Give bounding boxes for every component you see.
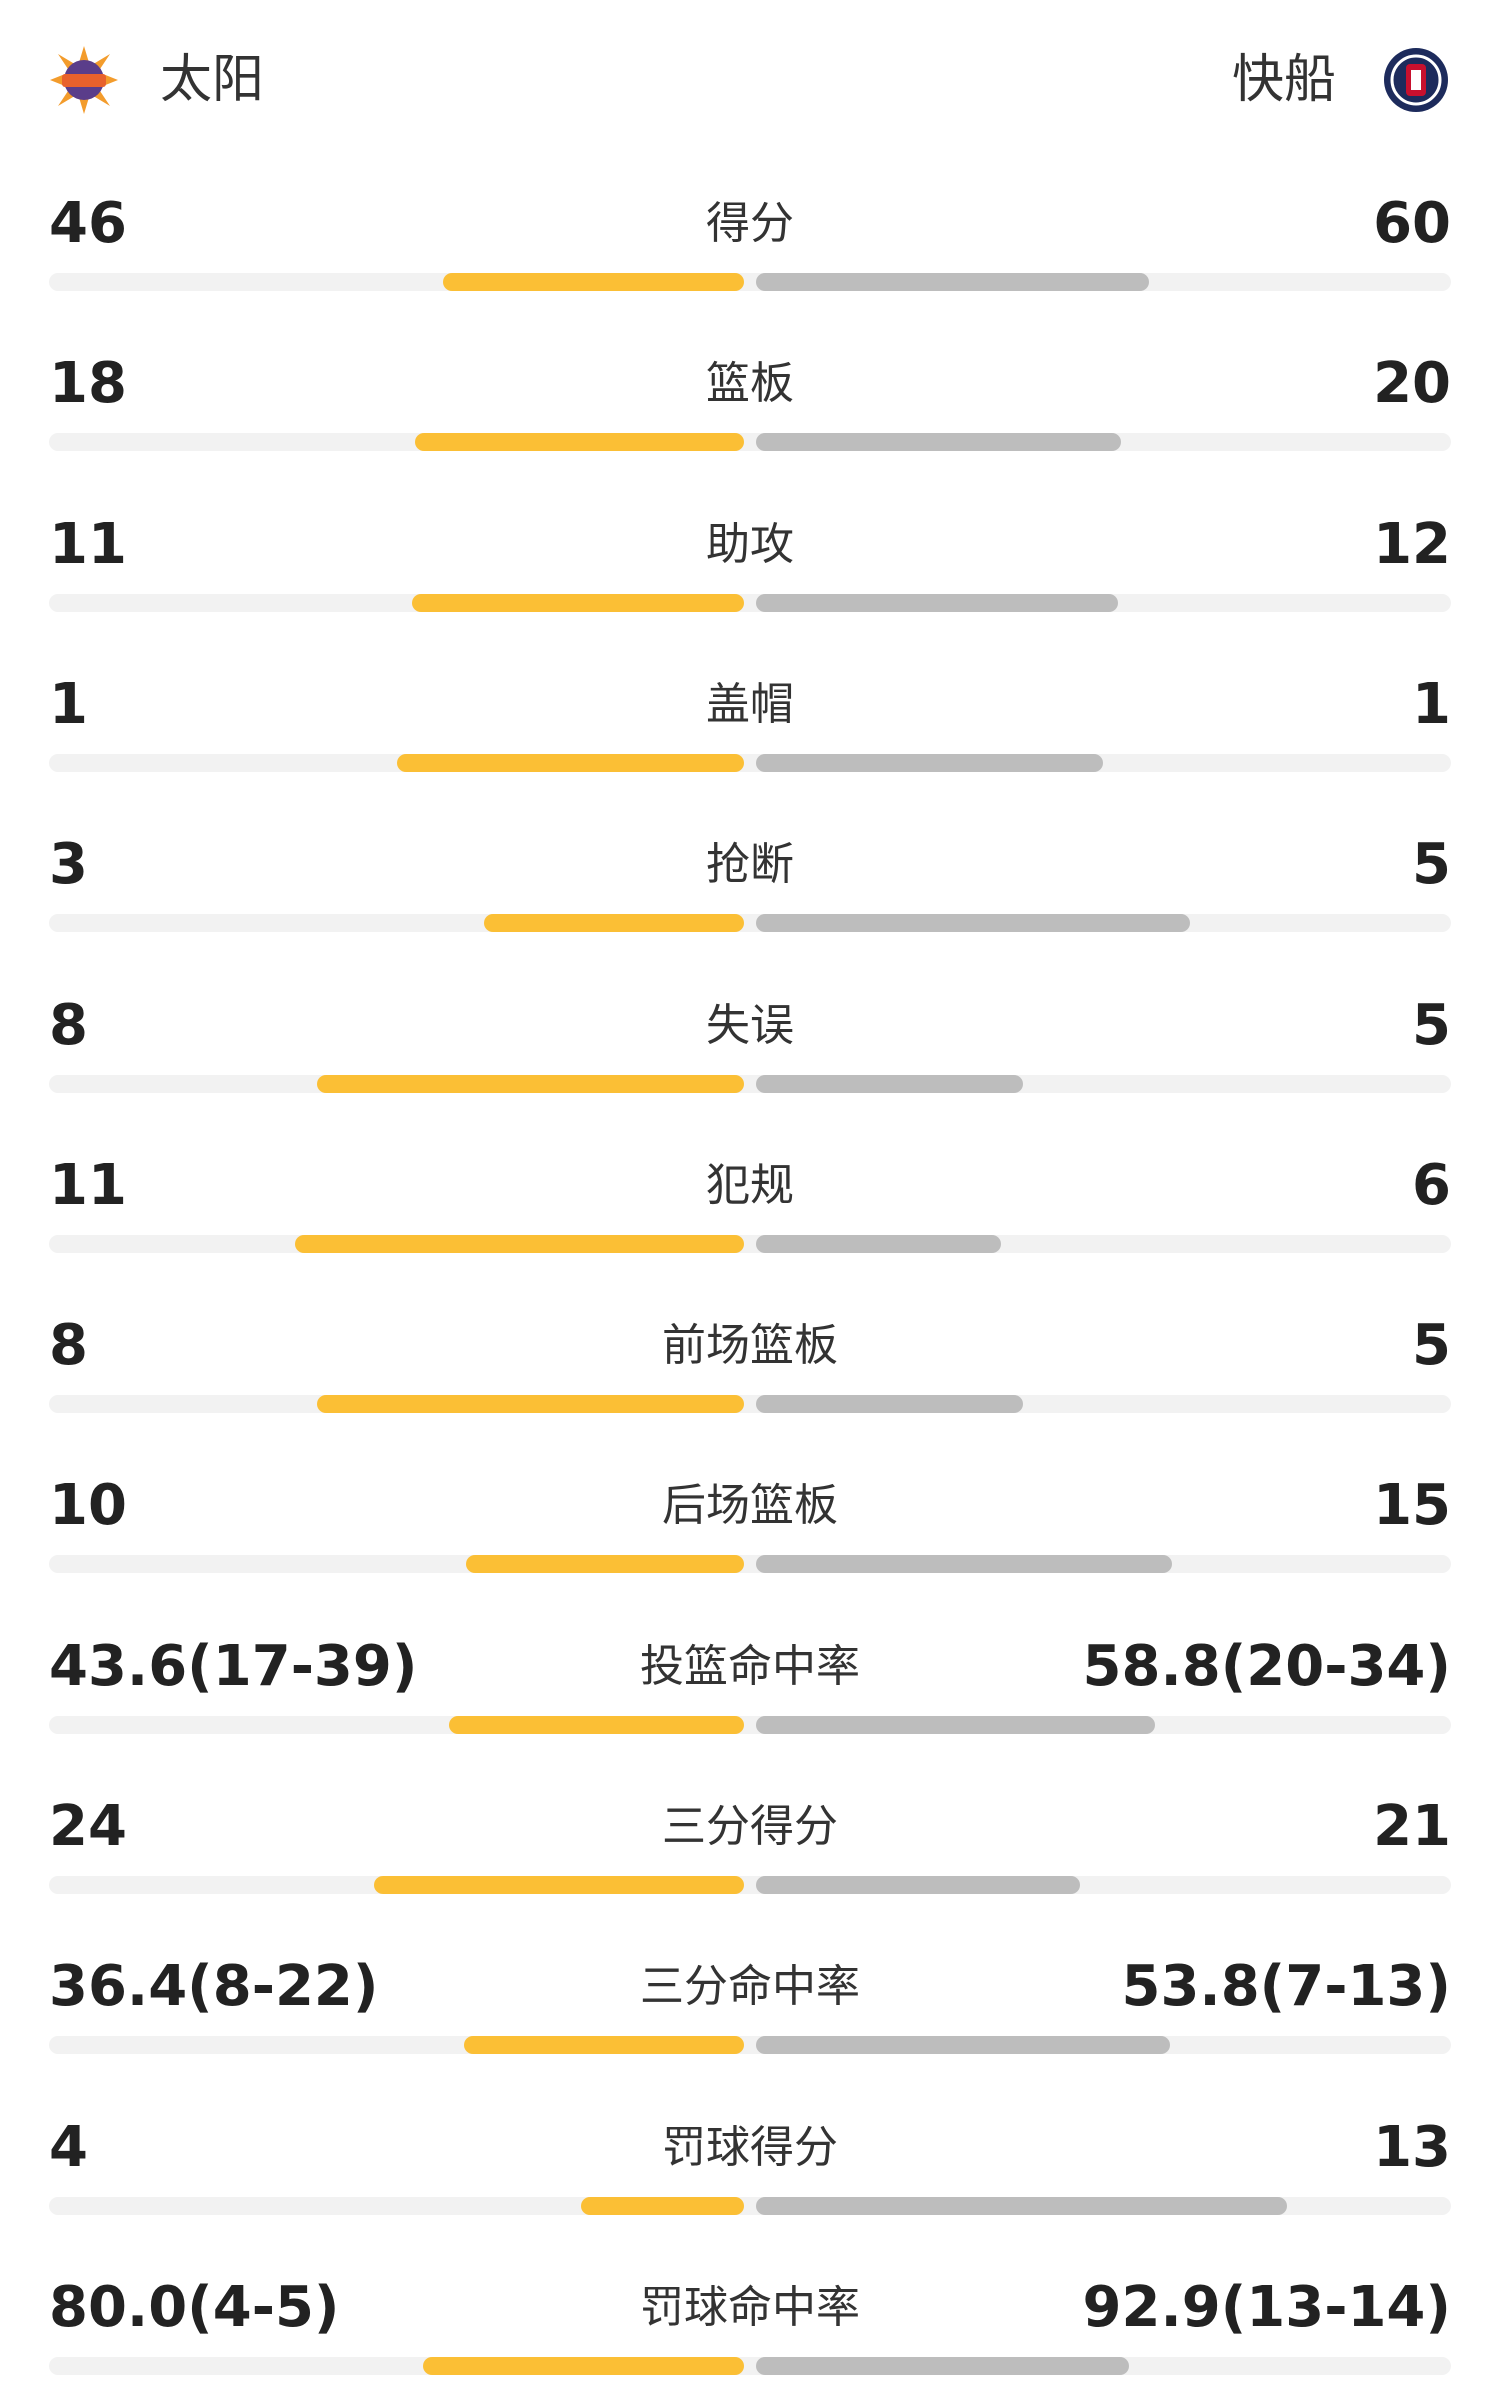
stat-label: 罚球命中率 — [640, 2281, 860, 2333]
away-value: 58.8(20-34) — [1082, 1633, 1451, 1699]
home-value: 8 — [49, 1313, 88, 1379]
stat-label: 得分 — [706, 198, 794, 249]
away-value: 92.9(13-14) — [1082, 2274, 1451, 2340]
home-bar — [294, 1234, 744, 1253]
bar-track — [49, 914, 1451, 933]
away-bar — [756, 2196, 1287, 2215]
home-bar — [466, 1555, 744, 1574]
home-bar — [442, 273, 744, 291]
home-value: 24 — [49, 1794, 127, 1859]
away-value: 60 — [1373, 191, 1451, 256]
away-bar — [756, 1715, 1155, 1734]
home-value: 10 — [49, 1473, 127, 1539]
away-value: 5 — [1412, 1313, 1451, 1379]
home-bar — [422, 2356, 744, 2375]
away-bar — [756, 1555, 1173, 1574]
home-value: 18 — [49, 351, 127, 417]
bar-track — [49, 1395, 1451, 1414]
stat-label: 助攻 — [706, 518, 794, 570]
stat-label: 篮板 — [706, 358, 794, 410]
home-value: 3 — [49, 832, 88, 898]
bar-track — [49, 2036, 1451, 2055]
home-bar — [397, 753, 744, 772]
stat-label: 后场篮板 — [662, 1480, 838, 1532]
home-bar — [373, 1876, 744, 1894]
home-bar — [483, 914, 744, 933]
away-bar — [756, 593, 1119, 612]
bar-track — [49, 1555, 1451, 1574]
away-bar — [756, 273, 1149, 291]
bar-track — [49, 433, 1451, 452]
away-logo — [1384, 48, 1448, 112]
away-bar — [756, 753, 1103, 772]
stat-label: 犯规 — [706, 1159, 794, 1211]
bar-track — [49, 593, 1451, 612]
home-value: 11 — [49, 511, 127, 577]
home-value: 11 — [49, 1152, 127, 1218]
home-bar — [463, 2036, 744, 2055]
bar-track — [49, 273, 1451, 291]
away-value: 5 — [1412, 992, 1451, 1058]
home-value: 46 — [49, 191, 127, 256]
away-value: 5 — [1412, 832, 1451, 898]
bar-track — [49, 753, 1451, 772]
home-bar — [412, 593, 744, 612]
bar-track — [49, 1715, 1451, 1734]
away-value: 6 — [1412, 1152, 1451, 1218]
home-team: 太阳 — [160, 50, 265, 110]
stat-label: 三分得分 — [662, 1801, 838, 1852]
bar-track — [49, 2356, 1451, 2375]
home-bar — [415, 433, 744, 452]
home-value: 43.6(17-39) — [49, 1633, 418, 1699]
away-bar — [756, 1234, 1001, 1253]
away-value: 13 — [1373, 2114, 1451, 2180]
away-bar — [756, 433, 1122, 452]
home-bar — [316, 1074, 744, 1093]
stat-label: 投篮命中率 — [640, 1640, 860, 1692]
stat-label: 前场篮板 — [662, 1320, 838, 1372]
away-bar — [756, 1074, 1023, 1093]
away-value: 21 — [1373, 1794, 1451, 1859]
bar-track — [49, 1074, 1451, 1093]
home-bar — [580, 2196, 744, 2215]
stat-label: 抢断 — [706, 839, 794, 891]
away-bar — [756, 2356, 1129, 2375]
stat-label: 盖帽 — [706, 678, 794, 730]
away-bar — [756, 1876, 1080, 1894]
away-team: 快船 — [1231, 50, 1336, 110]
away-bar — [756, 2036, 1170, 2055]
away-bar — [756, 914, 1190, 933]
home-value: 4 — [49, 2114, 88, 2180]
home-logo — [50, 46, 118, 114]
home-value: 1 — [49, 671, 88, 737]
away-value: 12 — [1373, 511, 1451, 577]
away-value: 1 — [1412, 671, 1451, 737]
stat-label: 失误 — [706, 999, 794, 1051]
bar-track — [49, 1876, 1451, 1894]
stat-label: 三分命中率 — [640, 1961, 860, 2013]
away-value: 53.8(7-13) — [1121, 1954, 1452, 2020]
away-value: 20 — [1373, 351, 1451, 417]
away-bar — [756, 1395, 1023, 1414]
home-value: 80.0(4-5) — [49, 2274, 340, 2340]
home-value: 8 — [49, 992, 88, 1058]
home-bar — [448, 1715, 744, 1734]
away-value: 15 — [1373, 1473, 1451, 1539]
home-value: 36.4(8-22) — [49, 1954, 379, 2020]
home-bar — [316, 1395, 744, 1414]
bar-track — [49, 1234, 1451, 1253]
stat-label: 罚球得分 — [662, 2121, 838, 2173]
